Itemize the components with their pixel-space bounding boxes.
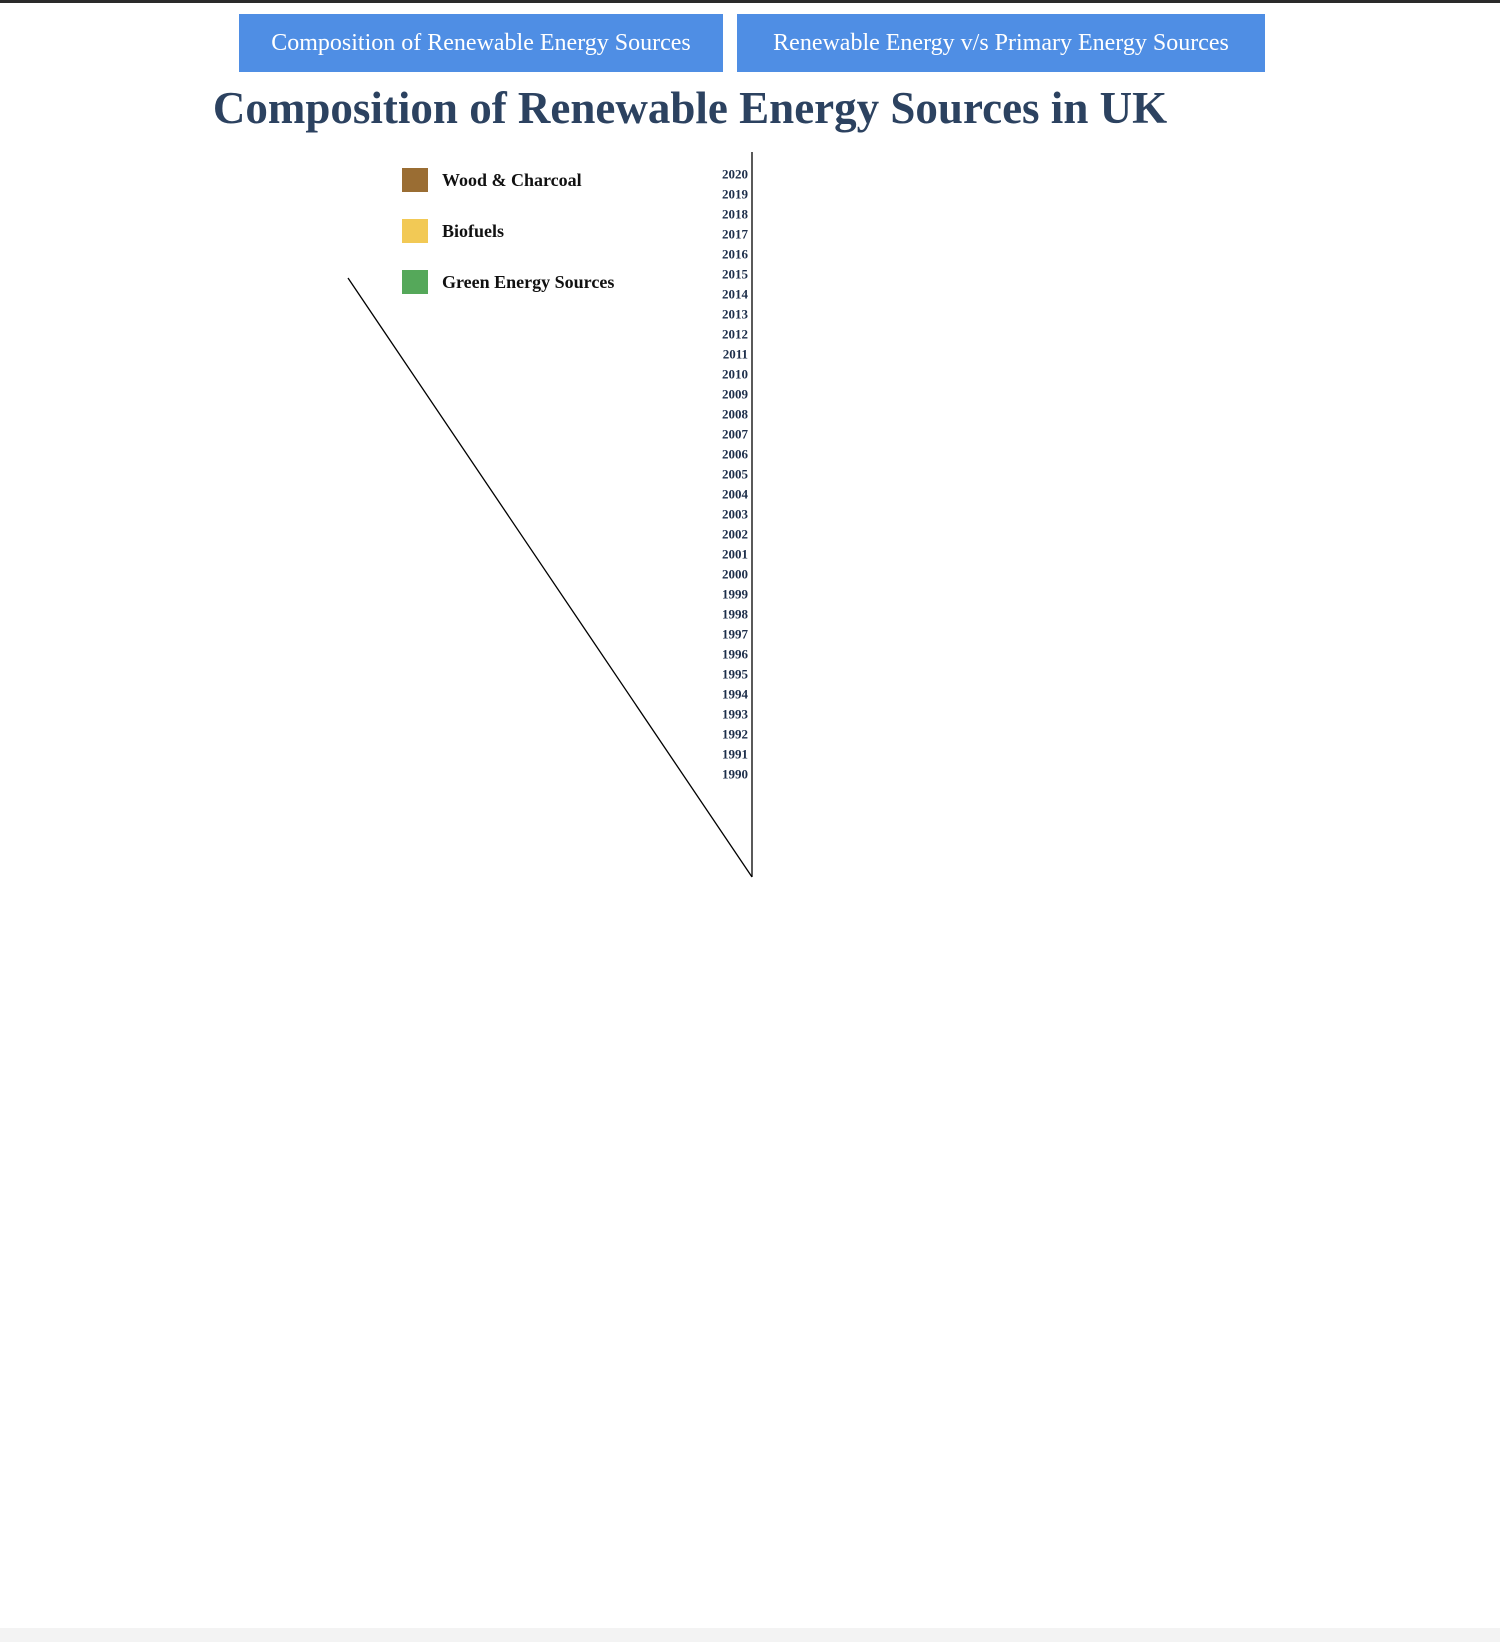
year-label-2003: 2003 — [722, 507, 749, 522]
top-border — [0, 0, 1500, 3]
year-label-2019: 2019 — [722, 187, 749, 202]
year-label-2016: 2016 — [722, 247, 749, 262]
year-label-1995: 1995 — [722, 667, 749, 682]
tab-composition-button[interactable]: Composition of Renewable Energy Sources — [239, 14, 723, 72]
year-label-2010: 2010 — [722, 367, 748, 382]
legend: Wood & Charcoal Biofuels Green Energy So… — [402, 168, 614, 294]
year-label-2001: 2001 — [722, 547, 748, 562]
year-label-2002: 2002 — [722, 527, 748, 542]
year-label-2018: 2018 — [722, 207, 749, 222]
legend-item-green: Green Energy Sources — [402, 270, 614, 294]
year-label-2008: 2008 — [722, 407, 749, 422]
year-label-1992: 1992 — [722, 727, 748, 742]
year-label-2012: 2012 — [722, 327, 748, 342]
year-label-1996: 1996 — [722, 647, 749, 662]
year-label-2000: 2000 — [722, 567, 748, 582]
year-label-2005: 2005 — [722, 467, 749, 482]
year-label-1999: 1999 — [722, 587, 749, 602]
bottom-strip — [0, 1628, 1500, 1642]
year-label-2013: 2013 — [722, 307, 749, 322]
legend-swatch-wood — [402, 168, 428, 192]
year-label-2009: 2009 — [722, 387, 749, 402]
page-title: Composition of Renewable Energy Sources … — [212, 83, 1168, 133]
legend-item-biofuels: Biofuels — [402, 219, 504, 243]
legend-label-wood: Wood & Charcoal — [442, 170, 582, 190]
year-label-1991: 1991 — [722, 747, 748, 762]
legend-swatch-biofuels — [402, 219, 428, 243]
year-label-2006: 2006 — [722, 447, 749, 462]
year-label-2007: 2007 — [722, 427, 749, 442]
year-label-1994: 1994 — [722, 687, 749, 702]
year-label-2004: 2004 — [722, 487, 749, 502]
year-label-2015: 2015 — [722, 267, 749, 282]
legend-label-biofuels: Biofuels — [442, 221, 504, 241]
year-label-1998: 1998 — [722, 607, 749, 622]
year-label-2011: 2011 — [723, 347, 748, 362]
year-label-2014: 2014 — [722, 287, 749, 302]
year-labels: 1990 1991 1992 1993 1994 1995 1996 1997 1998 1999… — [722, 167, 749, 782]
tab-vs-primary-button[interactable]: Renewable Energy v/s Primary Energy Sour… — [737, 14, 1265, 72]
year-label-1997: 1997 — [722, 627, 749, 642]
legend-swatch-green — [402, 270, 428, 294]
legend-item-wood: Wood & Charcoal — [402, 168, 582, 192]
legend-label-green: Green Energy Sources — [442, 272, 614, 292]
year-label-2020: 2020 — [722, 167, 748, 182]
start-axis-line — [347, 277, 753, 878]
year-label-1993: 1993 — [722, 707, 749, 722]
year-label-2017: 2017 — [722, 227, 749, 242]
year-label-1990: 1990 — [722, 767, 748, 782]
